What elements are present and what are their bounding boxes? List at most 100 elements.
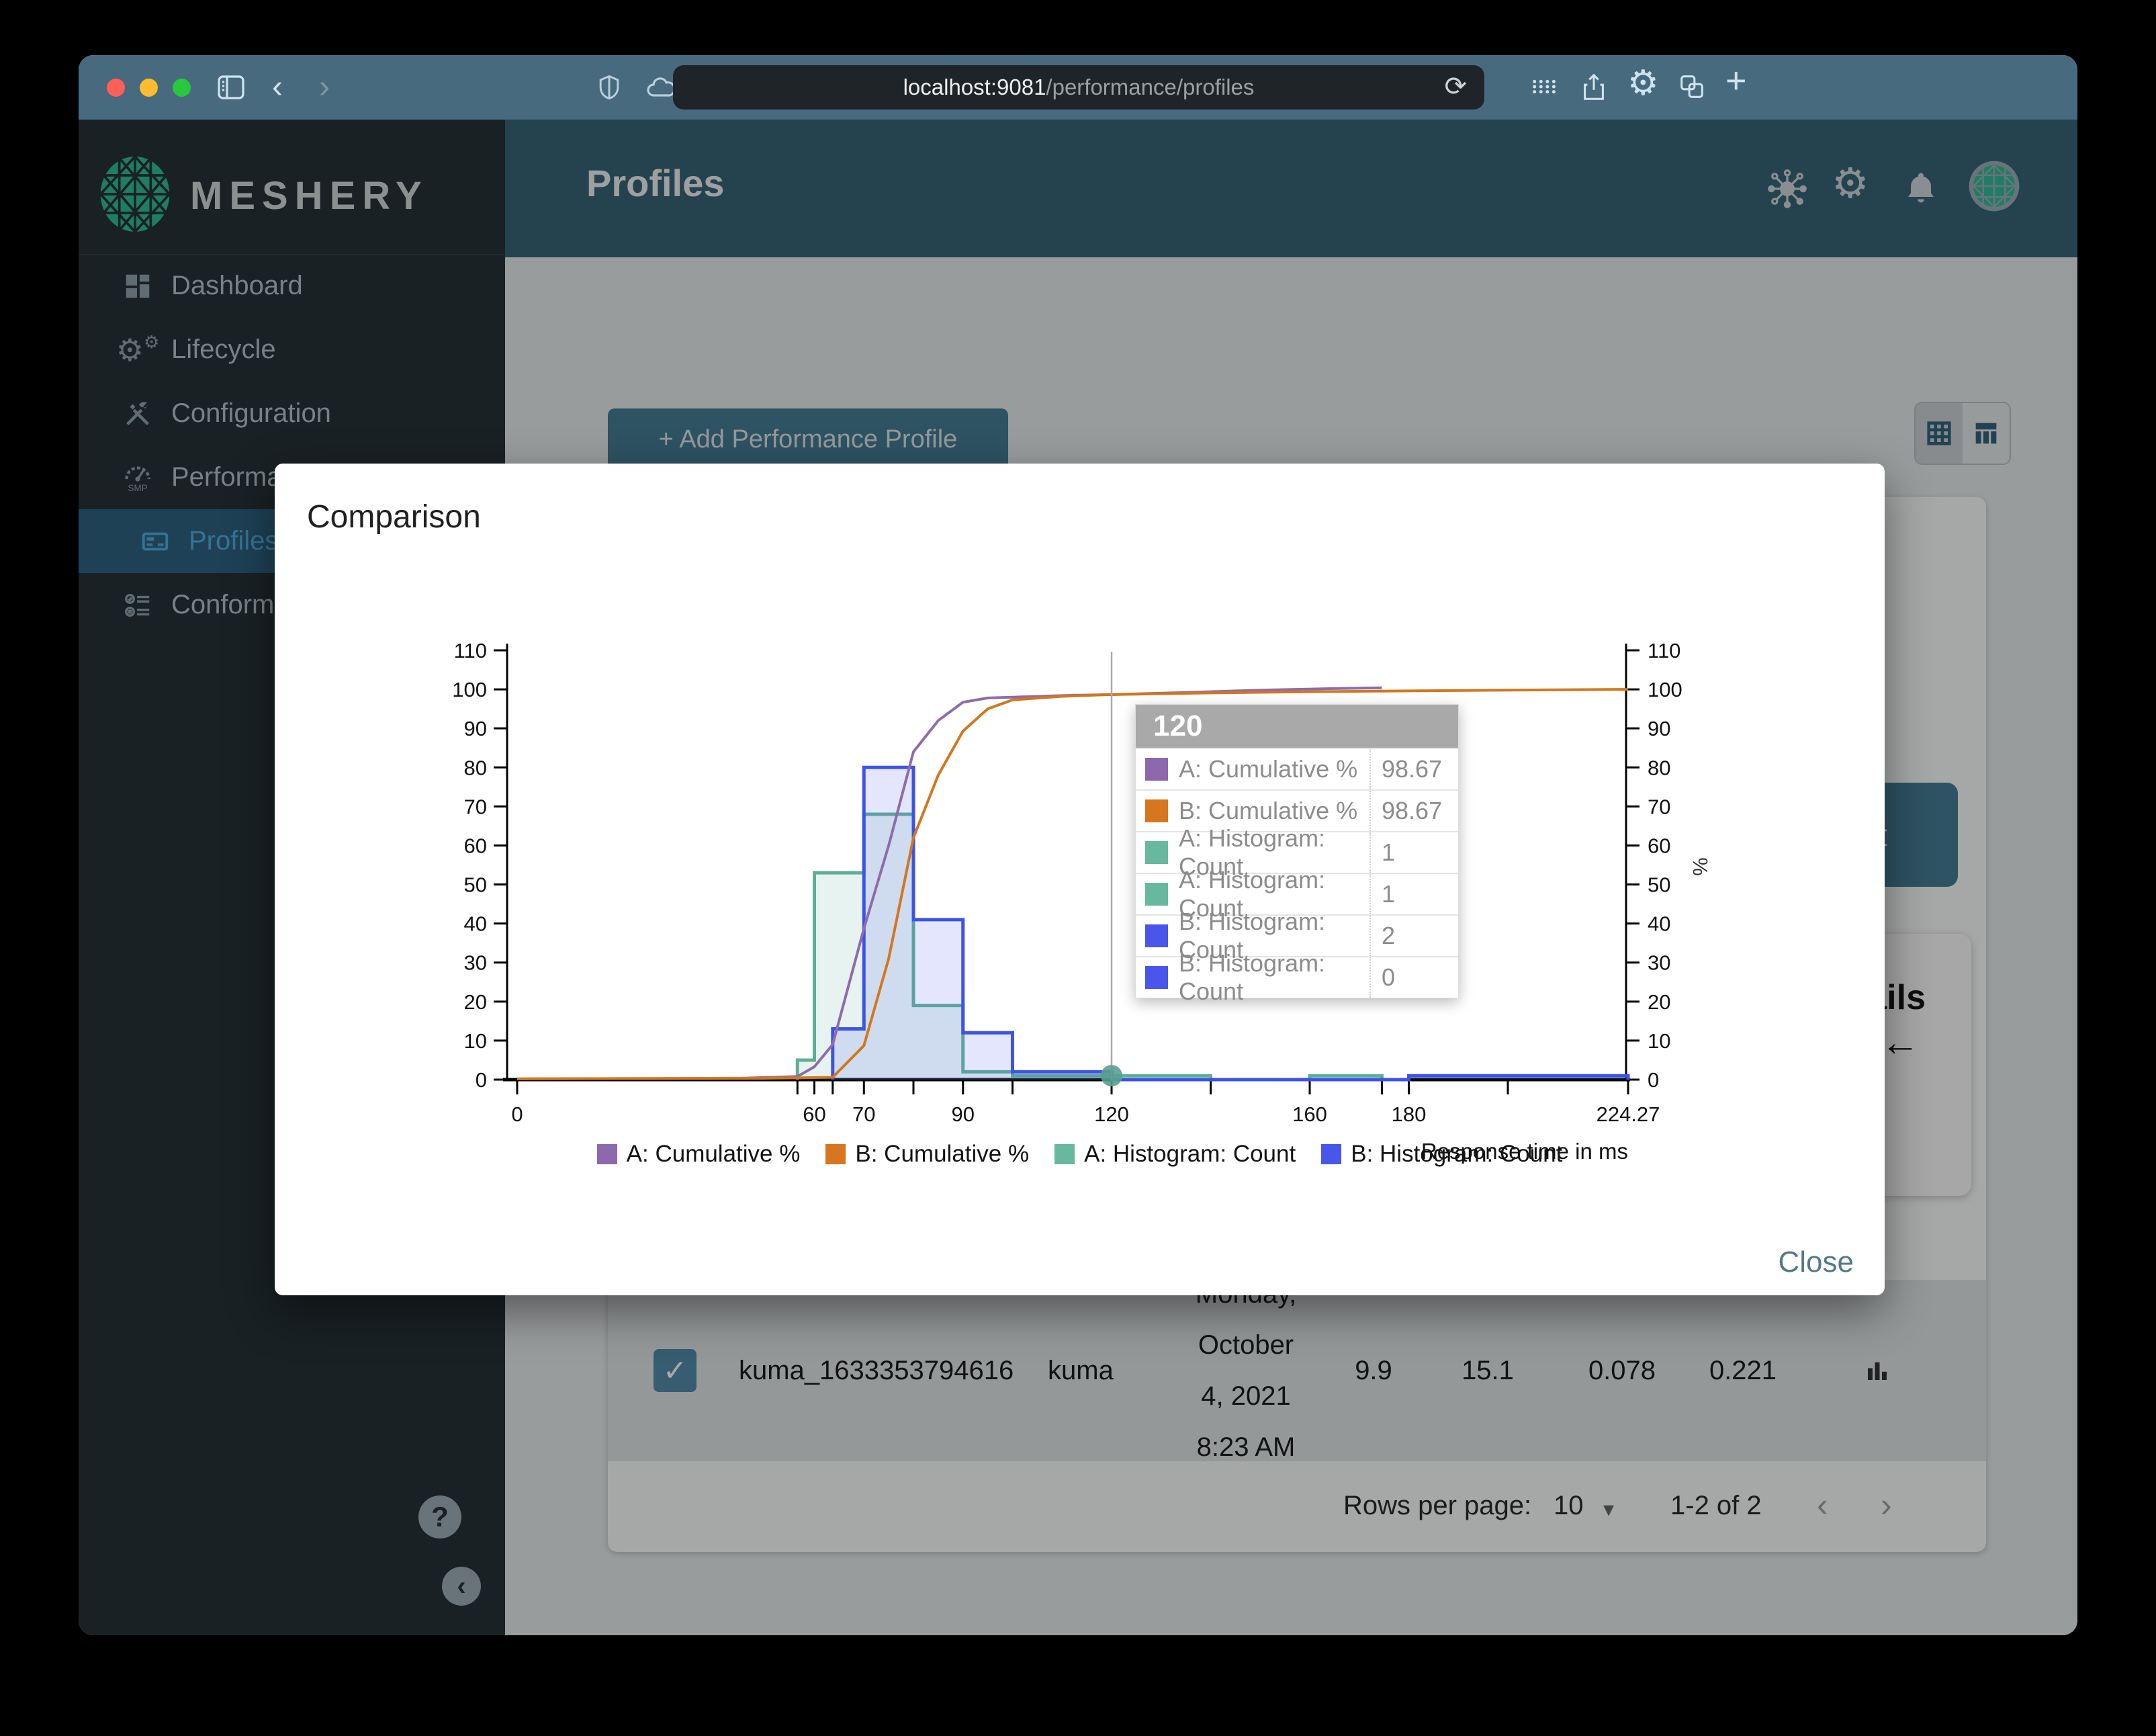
svg-text:10: 10 xyxy=(464,1029,487,1053)
conformance-icon xyxy=(120,588,155,623)
svg-text:70: 70 xyxy=(1648,795,1670,818)
svg-text:90: 90 xyxy=(952,1102,975,1126)
prev-page-icon[interactable]: ‹ xyxy=(1817,1486,1828,1524)
lifecycle-icon: ⚙⚙ xyxy=(116,331,160,367)
close-modal-button[interactable]: Close xyxy=(1778,1246,1854,1278)
url-path: /performance/profiles xyxy=(1046,75,1255,99)
add-performance-profile-button[interactable]: + Add Performance Profile xyxy=(608,408,1008,470)
sidebar-toggle-icon[interactable] xyxy=(215,71,247,110)
cell-p99: 0.221 xyxy=(1709,1355,1777,1385)
svg-text:100: 100 xyxy=(452,678,487,701)
sidebar-item-dashboard[interactable]: Dashboard xyxy=(79,254,505,318)
comparison-modal: Comparison 0 0 10 10 20 20 30 30 40 40 50 50 60 60 70 7… xyxy=(275,464,1885,1295)
cell-duration: 15.1 xyxy=(1462,1355,1514,1385)
tooltip-row: A: Histogram: Count 1 xyxy=(1136,866,1458,922)
url-host: localhost:9081 xyxy=(903,75,1046,99)
series-swatch xyxy=(1145,758,1168,781)
svg-text:%: % xyxy=(1689,857,1712,876)
legend-swatch xyxy=(1054,1144,1075,1164)
url-bar[interactable]: localhost:9081/performance/profiles ⟳ xyxy=(673,65,1484,110)
settings-gear-icon[interactable]: ⚙ xyxy=(1627,64,1659,103)
legend-swatch xyxy=(1321,1144,1342,1164)
mesh-adapters-icon[interactable] xyxy=(1765,167,1809,211)
next-page-icon[interactable]: › xyxy=(1881,1486,1892,1524)
svg-text:120: 120 xyxy=(1094,1102,1129,1126)
svg-text:30: 30 xyxy=(464,951,487,975)
table-view-button[interactable] xyxy=(1963,403,2010,464)
pagination: Rows per page: 10 ▾ 1-2 of 2 ‹ › xyxy=(608,1468,1986,1549)
tooltip-row: A: Cumulative % 98.67 xyxy=(1136,748,1458,789)
new-tab-icon[interactable]: + xyxy=(1725,60,1747,101)
collapse-sidebar-button[interactable]: ‹ xyxy=(442,1567,481,1606)
legend-item[interactable]: B: Cumulative % xyxy=(825,1141,1029,1168)
legend-item[interactable]: A: Cumulative % xyxy=(596,1141,800,1168)
cell-profile-name: kuma_1633353794616 xyxy=(739,1355,1014,1385)
tooltip-row: A: Histogram: Count 1 xyxy=(1136,824,1458,880)
svg-text:30: 30 xyxy=(1648,951,1670,975)
rows-per-page-select[interactable]: 10 xyxy=(1554,1491,1584,1520)
legend-item[interactable]: B: Histogram: Count xyxy=(1321,1141,1562,1168)
svg-text:60: 60 xyxy=(803,1102,825,1126)
share-icon[interactable] xyxy=(1578,71,1609,110)
avatar[interactable] xyxy=(1968,160,2020,212)
zoom-window-button[interactable] xyxy=(173,79,191,97)
svg-text:70: 70 xyxy=(464,795,487,818)
grid-view-button[interactable] xyxy=(1916,403,1963,464)
svg-text:100: 100 xyxy=(1648,678,1682,701)
svg-text:20: 20 xyxy=(464,990,487,1014)
cell-mesh-name: kuma xyxy=(1048,1355,1114,1385)
chart-tooltip: 120 A: Cumulative % 98.67 B: Cumulative % 9… xyxy=(1135,704,1459,1005)
profiles-icon xyxy=(138,524,173,559)
tab-overview-icon[interactable] xyxy=(1529,71,1560,109)
legend-item[interactable]: A: Histogram: Count xyxy=(1054,1141,1296,1168)
svg-text:180: 180 xyxy=(1392,1102,1427,1126)
pagination-range: 1-2 of 2 xyxy=(1670,1491,1762,1520)
svg-text:40: 40 xyxy=(1648,912,1670,936)
svg-text:80: 80 xyxy=(464,756,487,779)
svg-text:90: 90 xyxy=(464,717,487,740)
svg-text:224.27: 224.27 xyxy=(1597,1102,1660,1126)
svg-text:50: 50 xyxy=(464,873,487,897)
notifications-bell-icon[interactable] xyxy=(1901,167,1945,211)
minimize-window-button[interactable] xyxy=(140,79,158,97)
forward-icon[interactable]: › xyxy=(319,69,330,105)
svg-text:110: 110 xyxy=(1648,639,1680,662)
sidebar-item-lifecycle[interactable]: ⚙⚙ Lifecycle xyxy=(116,331,276,367)
browser-window: ‹ › localhost:9081/performance/profiles … xyxy=(79,55,2077,1635)
svg-text:90: 90 xyxy=(1648,717,1670,740)
svg-text:50: 50 xyxy=(1648,873,1670,897)
brand[interactable]: MESHERY xyxy=(97,138,487,253)
row-checkbox[interactable]: ✓ xyxy=(654,1349,697,1392)
table-row[interactable]: ✓ kuma_1633353794616 kuma Monday,October… xyxy=(608,1279,1986,1462)
series-swatch xyxy=(1145,966,1168,989)
back-icon[interactable]: ‹ xyxy=(272,69,283,105)
tooltip-row: B: Histogram: Count 2 xyxy=(1136,908,1458,963)
svg-text:SMP: SMP xyxy=(128,482,147,492)
help-button[interactable]: ? xyxy=(418,1495,461,1538)
reload-icon[interactable]: ⟳ xyxy=(1444,72,1467,101)
settings-icon[interactable]: ⚙ xyxy=(1832,161,1869,207)
svg-text:80: 80 xyxy=(1648,756,1670,779)
rows-per-page-caret-icon[interactable]: ▾ xyxy=(1603,1497,1615,1521)
svg-text:20: 20 xyxy=(1648,990,1670,1014)
series-swatch xyxy=(1145,924,1168,947)
svg-text:0: 0 xyxy=(476,1068,487,1092)
cell-qps: 9.9 xyxy=(1355,1355,1392,1385)
privacy-shield-icon[interactable] xyxy=(594,71,624,110)
sidebar-item-configuration[interactable]: Configuration xyxy=(79,382,505,445)
meshery-logo-icon xyxy=(97,155,173,237)
svg-text:60: 60 xyxy=(464,834,487,857)
view-toggle xyxy=(1914,402,2011,465)
tooltip-header: 120 xyxy=(1136,705,1458,748)
close-window-button[interactable] xyxy=(107,79,125,97)
legend-swatch xyxy=(596,1144,617,1164)
back-arrow-icon[interactable]: ← xyxy=(1881,1021,1920,1064)
svg-text:0: 0 xyxy=(511,1102,523,1126)
row-chart-icon[interactable] xyxy=(1854,1280,1901,1461)
tab-group-icon[interactable] xyxy=(1676,71,1707,109)
chart-legend: A: Cumulative % B: Cumulative % A: Histogr… xyxy=(275,1141,1885,1168)
performance-icon: SMP xyxy=(120,460,155,495)
tooltip-row: B: Cumulative % 98.67 xyxy=(1136,789,1458,831)
svg-text:160: 160 xyxy=(1292,1102,1327,1126)
